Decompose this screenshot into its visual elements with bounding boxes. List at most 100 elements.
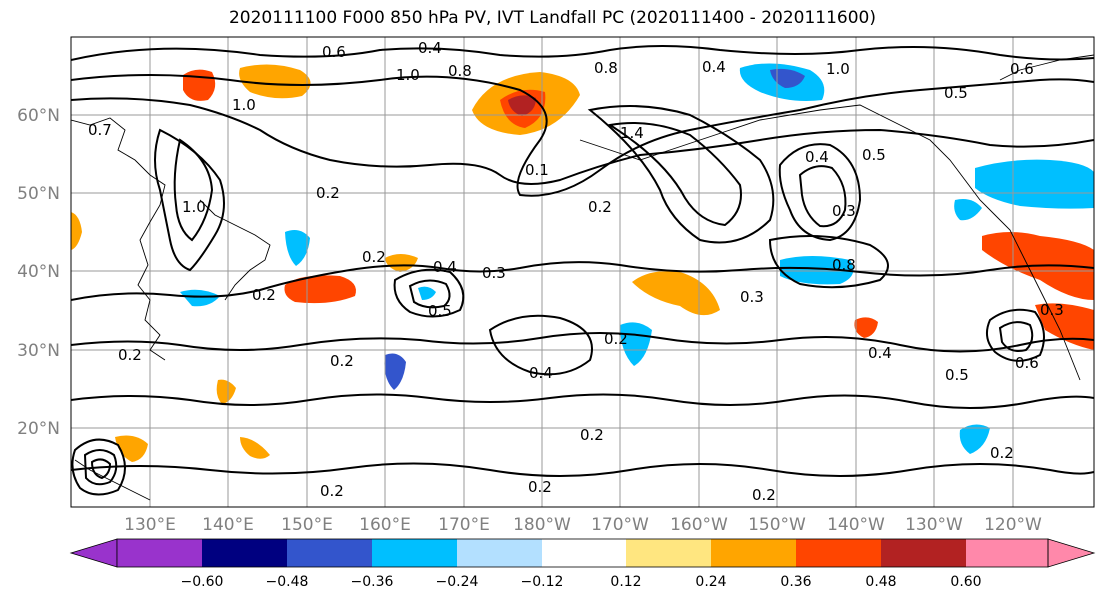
contour-label: 0.2 (990, 444, 1014, 462)
colorbar-extend-right (1047, 538, 1096, 568)
colorbar-segment (711, 539, 796, 567)
colorbar-tick-label: −0.36 (351, 574, 394, 590)
lon-label: 170°E (438, 515, 490, 535)
contour-label: 0.3 (740, 288, 764, 306)
shade-positive (240, 437, 270, 459)
colorbar-extend-left (69, 538, 118, 568)
lon-label: 130°E (124, 515, 176, 535)
shade-positive (183, 69, 216, 101)
shade-positive (71, 212, 82, 250)
lon-label: 140°E (202, 515, 254, 535)
contour-label: 0.1 (525, 161, 549, 179)
contour-label: 0.4 (702, 58, 726, 76)
longitude-labels: 130°E 140°E 150°E 160°E 170°E 180°W 170°… (124, 515, 1042, 535)
colorbar-segment (542, 539, 626, 567)
contour-label: 0.6 (322, 43, 346, 61)
colorbar-segment (372, 539, 457, 567)
lon-label: 140°W (827, 515, 885, 535)
contour-label: 0.2 (330, 352, 354, 370)
contour-label: 0.5 (862, 146, 886, 164)
contour-label: 0.2 (316, 184, 340, 202)
contour-label: 0.2 (604, 330, 628, 348)
contour-label: 0.3 (1040, 301, 1064, 319)
contour-label: 0.4 (868, 344, 892, 362)
contour-label: 0.5 (428, 302, 452, 320)
latitude-labels: 60°N 50°N 40°N 30°N 20°N (17, 106, 60, 439)
lon-label: 170°W (591, 515, 649, 535)
colorbar-tick-label: 0.12 (610, 574, 641, 590)
shade-positive (284, 275, 356, 304)
contour-label: 1.0 (182, 198, 206, 216)
colorbar-tick-label: −0.24 (436, 574, 479, 590)
shade-negative (285, 230, 310, 266)
contour-label: 0.3 (832, 202, 856, 220)
contour-labels: 0.6 0.4 0.8 1.0 0.8 0.4 1.0 0.5 0.6 0.7 … (88, 39, 1064, 504)
contour-label: 0.6 (1010, 60, 1034, 78)
shade-negative (418, 286, 436, 300)
contour-label: 0.4 (529, 364, 553, 382)
contour-label: 1.0 (396, 66, 420, 84)
colorbar-tick-label: 0.24 (695, 574, 726, 590)
shade-positive (632, 271, 720, 316)
colorbar-segment (117, 539, 202, 567)
contour-label: 0.2 (252, 286, 276, 304)
contour-label: 1.0 (826, 60, 850, 78)
colorbar-tick-label: 0.36 (780, 574, 811, 590)
colorbar-tick-label: −0.48 (266, 574, 309, 590)
pv-contours (71, 45, 1094, 496)
colorbar-tick-label: −0.12 (521, 574, 564, 590)
lon-label: 130°W (905, 515, 963, 535)
lat-label: 40°N (17, 262, 60, 282)
lat-label: 60°N (17, 106, 60, 126)
contour-label: 0.2 (528, 478, 552, 496)
lat-label: 30°N (17, 341, 60, 361)
contour-label: 0.2 (320, 482, 344, 500)
contour-label: 0.2 (118, 346, 142, 364)
shade-negative (959, 424, 990, 454)
contour-label: 0.2 (752, 486, 776, 504)
shade-positive (385, 254, 418, 272)
shade-negative (780, 256, 854, 285)
colorbar-segment (202, 539, 287, 567)
contour-label: 0.4 (805, 148, 829, 166)
shade-negative (180, 289, 220, 307)
contour-label: 0.4 (418, 39, 442, 57)
colorbar-segment (626, 539, 711, 567)
shade-negative (954, 199, 982, 221)
lon-label: 180°W (513, 515, 571, 535)
colorbar-segment (796, 539, 881, 567)
shade-positive (216, 379, 236, 404)
map-frame (70, 36, 1095, 508)
contour-label: 0.3 (482, 264, 506, 282)
shade-positive (854, 317, 878, 338)
colorbar-tick-label: 0.60 (950, 574, 981, 590)
lon-label: 150°E (281, 515, 333, 535)
contour-label: 0.8 (594, 59, 618, 77)
colorbar-segment (881, 539, 966, 567)
shade-negative (975, 159, 1094, 209)
contour-label: 0.5 (945, 366, 969, 384)
contour-label: 1.0 (232, 96, 256, 114)
colorbar-segment (287, 539, 372, 567)
contour-label: 0.7 (88, 121, 112, 139)
contour-label: 0.2 (588, 198, 612, 216)
lon-label: 120°W (984, 515, 1042, 535)
contour-label: 0.8 (832, 256, 856, 274)
colorbar: −0.60 −0.48 −0.36 −0.24 −0.12 0.12 0.24 … (69, 538, 1096, 590)
colorbar-segment (457, 539, 542, 567)
shade-positive (508, 95, 536, 116)
shade-positive (239, 64, 311, 99)
lat-label: 50°N (17, 184, 60, 204)
lon-label: 150°W (748, 515, 806, 535)
colorbar-tick-label: −0.60 (181, 574, 224, 590)
colorbar-tick-label: 0.48 (865, 574, 896, 590)
colorbar-segment (966, 539, 1048, 567)
contour-label: 0.4 (433, 258, 457, 276)
lon-label: 160°E (359, 515, 411, 535)
contour-label: 0.5 (944, 84, 968, 102)
contour-label: 0.2 (580, 426, 604, 444)
map-title: 2020111100 F000 850 hPa PV, IVT Landfall… (228, 8, 876, 28)
contour-label: 0.2 (362, 248, 386, 266)
lon-label: 160°W (670, 515, 728, 535)
